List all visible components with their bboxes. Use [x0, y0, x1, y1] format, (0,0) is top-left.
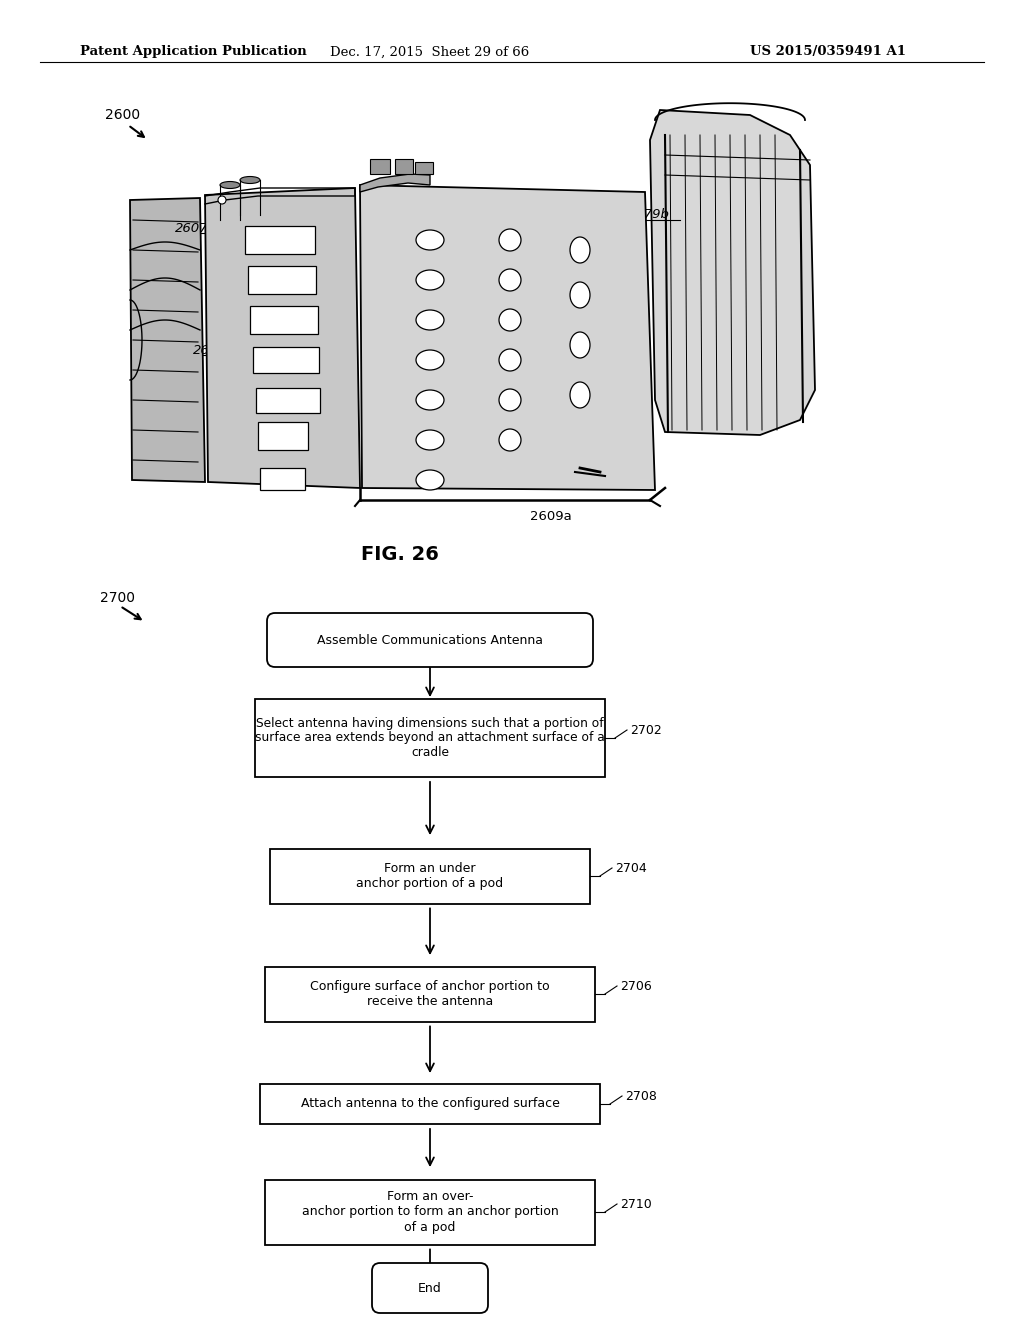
FancyBboxPatch shape [258, 422, 308, 450]
Text: Configure surface of anchor portion to
receive the antenna: Configure surface of anchor portion to r… [310, 979, 550, 1008]
Ellipse shape [220, 181, 240, 189]
Text: Patent Application Publication: Patent Application Publication [80, 45, 307, 58]
Text: Select antenna having dimensions such that a portion of
surface area extends bey: Select antenna having dimensions such th… [255, 717, 605, 759]
Polygon shape [360, 174, 430, 191]
Text: 2607: 2607 [175, 222, 209, 235]
Ellipse shape [416, 230, 444, 249]
Polygon shape [360, 185, 655, 490]
Text: Form an under
anchor portion of a pod: Form an under anchor portion of a pod [356, 862, 504, 890]
Ellipse shape [416, 430, 444, 450]
Polygon shape [205, 187, 360, 488]
Text: 2700: 2700 [100, 591, 135, 605]
Ellipse shape [499, 228, 521, 251]
Bar [270, 849, 590, 903]
Text: 2704: 2704 [615, 862, 647, 874]
FancyBboxPatch shape [260, 469, 305, 490]
FancyBboxPatch shape [395, 158, 413, 174]
Ellipse shape [499, 269, 521, 290]
FancyBboxPatch shape [256, 388, 319, 412]
Bar [260, 1084, 600, 1125]
Text: 2702: 2702 [630, 723, 662, 737]
Ellipse shape [570, 238, 590, 263]
Text: 2679a: 2679a [193, 343, 234, 356]
Text: 2600: 2600 [105, 108, 140, 121]
Text: 2679b: 2679b [628, 209, 670, 222]
Bar [265, 1180, 595, 1245]
Text: 2710: 2710 [620, 1197, 651, 1210]
Ellipse shape [416, 350, 444, 370]
Text: Attach antenna to the configured surface: Attach antenna to the configured surface [301, 1097, 559, 1110]
Ellipse shape [240, 177, 260, 183]
Ellipse shape [499, 389, 521, 411]
Ellipse shape [416, 389, 444, 411]
Text: 2706: 2706 [620, 979, 651, 993]
Text: Dec. 17, 2015  Sheet 29 of 66: Dec. 17, 2015 Sheet 29 of 66 [331, 45, 529, 58]
Polygon shape [130, 198, 205, 482]
Ellipse shape [499, 348, 521, 371]
Ellipse shape [570, 381, 590, 408]
Text: 2612: 2612 [570, 354, 604, 367]
Ellipse shape [570, 282, 590, 308]
FancyBboxPatch shape [248, 267, 316, 294]
Ellipse shape [416, 271, 444, 290]
Ellipse shape [416, 470, 444, 490]
Text: US 2015/0359491 A1: US 2015/0359491 A1 [750, 45, 906, 58]
FancyBboxPatch shape [370, 158, 390, 174]
Text: 2609a: 2609a [530, 510, 571, 523]
FancyBboxPatch shape [267, 612, 593, 667]
Text: End: End [418, 1282, 442, 1295]
Text: Form an over-
anchor portion to form an anchor portion
of a pod: Form an over- anchor portion to form an … [302, 1191, 558, 1233]
FancyBboxPatch shape [253, 347, 319, 374]
FancyBboxPatch shape [372, 1263, 488, 1313]
Text: FIG. 27: FIG. 27 [391, 1295, 469, 1315]
Ellipse shape [570, 333, 590, 358]
Ellipse shape [499, 309, 521, 331]
Text: FIG. 26: FIG. 26 [361, 545, 439, 565]
FancyBboxPatch shape [245, 226, 315, 253]
Text: 2402: 2402 [455, 209, 488, 222]
Ellipse shape [416, 310, 444, 330]
Ellipse shape [499, 429, 521, 451]
Text: 2610: 2610 [225, 424, 259, 437]
Text: 2411: 2411 [455, 243, 488, 256]
Text: 2708: 2708 [625, 1089, 656, 1102]
Bar [265, 966, 595, 1022]
Bar [255, 700, 605, 777]
Text: Assemble Communications Antenna: Assemble Communications Antenna [317, 634, 543, 647]
FancyBboxPatch shape [250, 306, 318, 334]
Ellipse shape [218, 195, 226, 205]
Polygon shape [650, 110, 815, 436]
FancyBboxPatch shape [415, 162, 433, 174]
